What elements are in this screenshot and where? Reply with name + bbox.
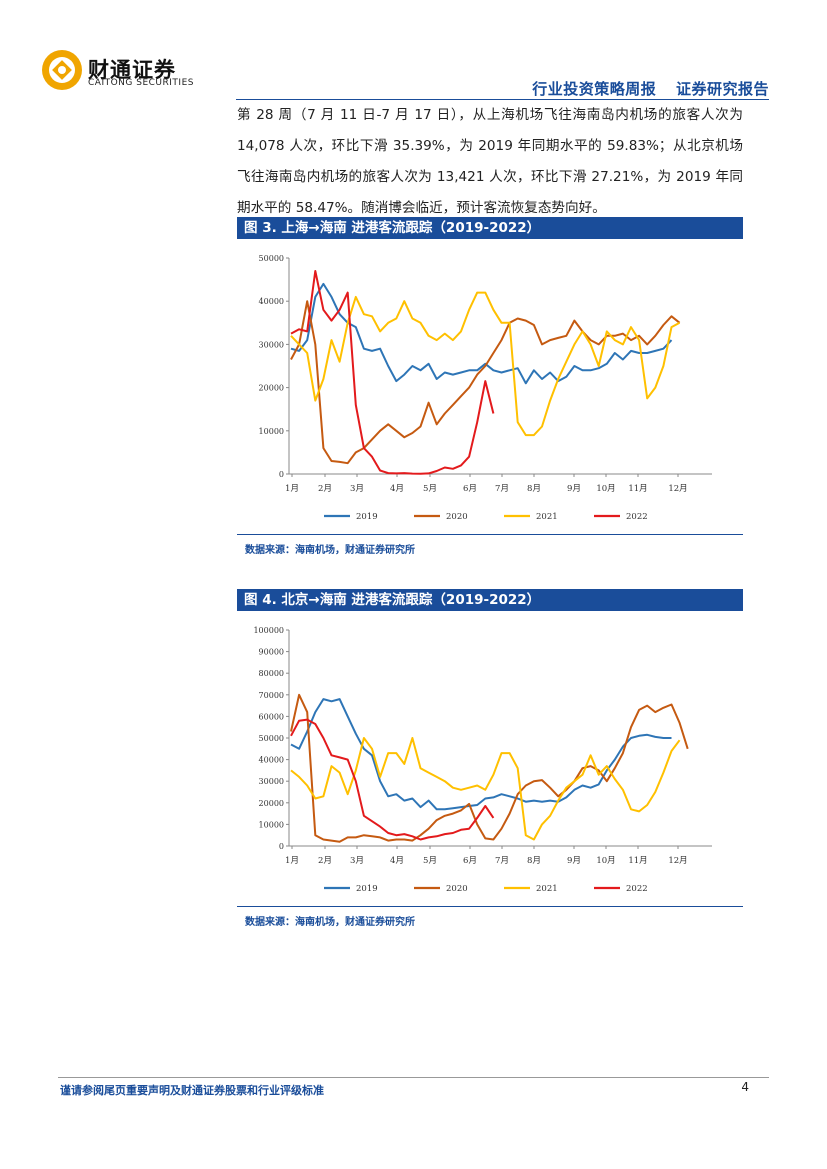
x-tick-label: 9月 [567, 856, 581, 866]
x-tick-label: 10月 [596, 856, 615, 866]
series-line-2022 [290, 718, 495, 841]
x-tick-label: 10月 [596, 484, 615, 494]
chart-4-svg: 0 10000 20000 30000 40000 50000 60000 70000 8000… [253, 626, 712, 894]
y-tick-label: 70000 [259, 691, 284, 700]
header-divider [236, 99, 769, 100]
y-tick-label: 20000 [259, 799, 284, 808]
x-tick-label: 4月 [390, 484, 404, 494]
y-tick-label: 10000 [259, 427, 284, 436]
y-tick-label: 60000 [259, 712, 284, 721]
company-logo: 财通证券 CAITONG SECURITIES [40, 48, 220, 92]
x-tick-label: 7月 [495, 856, 509, 866]
y-tick-label: 50000 [259, 254, 284, 263]
y-tick-label: 0 [279, 842, 284, 851]
legend-label-2022: 2022 [626, 884, 648, 894]
report-type: 行业投资策略周报 [532, 80, 657, 98]
legend-label-2019: 2019 [356, 512, 378, 522]
y-tick-label: 10000 [259, 820, 284, 829]
y-tick-label: 40000 [259, 297, 284, 306]
x-tick-label: 7月 [495, 484, 509, 494]
legend-label-2022: 2022 [626, 512, 648, 522]
page-number: 4 [741, 1080, 749, 1094]
y-tick-label: 0 [279, 470, 284, 479]
x-tick-label: 1月 [285, 856, 299, 866]
legend-label-2020: 2020 [446, 512, 468, 522]
y-tick-label: 30000 [259, 340, 284, 349]
chart-3-svg: 0 10000 20000 30000 40000 50000 1月 2月 3月 4月 5月 6月 7月… [259, 254, 712, 522]
series-line-2020 [290, 693, 689, 843]
x-tick-label: 6月 [463, 484, 477, 494]
x-tick-label: 2月 [318, 856, 332, 866]
y-tick-label: 20000 [259, 384, 284, 393]
logo-name-cn: 财通证券 [88, 58, 176, 82]
legend-label-2020: 2020 [446, 884, 468, 894]
footer-divider [58, 1077, 769, 1078]
x-tick-label: 2月 [318, 484, 332, 494]
figure-4-title: 图 4. 北京→海南 进港客流跟踪（2019-2022） [237, 589, 743, 611]
y-tick-label: 100000 [253, 626, 284, 635]
figure-4-chart: 0 10000 20000 30000 40000 50000 60000 70000 8000… [237, 614, 743, 904]
y-tick-label: 30000 [259, 777, 284, 786]
x-tick-label: 5月 [423, 484, 437, 494]
x-tick-label: 1月 [285, 484, 299, 494]
report-class: 证券研究报告 [675, 80, 769, 98]
legend-label-2021: 2021 [536, 512, 558, 522]
y-tick-label: 40000 [259, 756, 284, 765]
logo-name-en: CAITONG SECURITIES [88, 78, 194, 88]
logo-emblem-icon [42, 50, 82, 90]
series-line-2021 [290, 291, 681, 437]
x-tick-label: 3月 [350, 856, 364, 866]
y-tick-label: 80000 [259, 669, 284, 678]
x-tick-label: 4月 [390, 856, 404, 866]
series-line-2019 [290, 282, 673, 385]
figure-4-divider [237, 906, 743, 907]
figure-3-title: 图 3. 上海→海南 进港客流跟踪（2019-2022） [237, 217, 743, 239]
footer-disclaimer: 谨请参阅尾页重要声明及财通证券股票和行业评级标准 [60, 1084, 324, 1097]
figure-4-source: 数据来源：海南机场，财通证券研究所 [245, 917, 415, 928]
x-tick-label: 8月 [527, 856, 541, 866]
body-paragraph: 第 28 周（7 月 11 日-7 月 17 日），从上海机场飞往海南岛内机场的… [237, 107, 743, 216]
x-tick-label: 12月 [668, 856, 687, 866]
y-tick-label: 90000 [259, 648, 284, 657]
series-line-2022 [290, 270, 495, 475]
figure-3-divider [237, 534, 743, 535]
figure-3-source: 数据来源：海南机场，财通证券研究所 [245, 545, 415, 556]
x-tick-label: 11月 [628, 484, 647, 494]
legend-label-2021: 2021 [536, 884, 558, 894]
report-header: 行业投资策略周报 证券研究报告 [518, 78, 769, 99]
series-line-2021 [290, 737, 681, 841]
figure-3-chart: 0 10000 20000 30000 40000 50000 1月 2月 3月 4月 5月 6月 7月… [237, 242, 743, 532]
y-tick-label: 50000 [259, 734, 284, 743]
series-line-2020 [290, 300, 681, 465]
x-tick-label: 5月 [423, 856, 437, 866]
x-tick-label: 6月 [463, 856, 477, 866]
x-tick-label: 11月 [628, 856, 647, 866]
x-tick-label: 3月 [350, 484, 364, 494]
x-tick-label: 9月 [567, 484, 581, 494]
legend-label-2019: 2019 [356, 884, 378, 894]
x-tick-label: 8月 [527, 484, 541, 494]
x-tick-label: 12月 [668, 484, 687, 494]
